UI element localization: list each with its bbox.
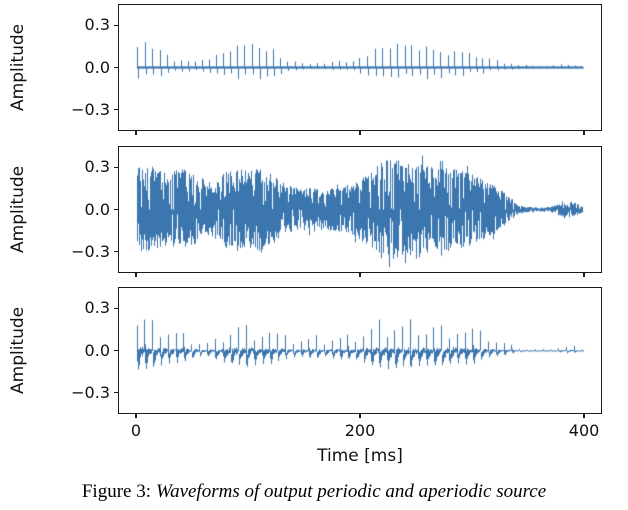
plot-area (118, 4, 602, 131)
y-tick-mark (114, 251, 118, 253)
x-tick-label: 0 (130, 421, 142, 440)
y-tick-mark (114, 392, 118, 394)
x-tick-mark (583, 131, 585, 135)
x-tick-mark (135, 273, 137, 277)
y-tick-mark (114, 208, 118, 211)
x-axis-label: Time [ms] (317, 446, 403, 466)
y-tick-label: 0.0 (84, 199, 110, 219)
figure-caption: Figure 3: Waveforms of output periodic an… (0, 481, 628, 503)
y-axis-label: Amplitude (8, 306, 28, 395)
plot-area (118, 287, 602, 414)
y-tick-mark (114, 66, 118, 69)
caption-text: Waveforms of output periodic and aperiod… (155, 481, 547, 502)
y-axis-label: Amplitude (8, 165, 28, 254)
subplot-pulse-train: Amplitude 0.3 0.0 −0.3 (0, 4, 628, 135)
subplot-periodic: Amplitude 0.3 0.0 −0.3 (0, 287, 628, 418)
x-tick-mark (359, 273, 361, 277)
y-tick-mark (114, 349, 118, 352)
waveform-canvas-1 (119, 5, 601, 130)
plot-area (118, 146, 602, 273)
y-tick-label: 0.0 (84, 340, 110, 360)
caption-prefix: Figure 3: (81, 481, 151, 502)
x-tick-mark (135, 131, 137, 135)
waveform-canvas-2 (119, 147, 601, 272)
x-tick-mark (359, 131, 361, 135)
x-tick-labels: 0 200 400 (118, 422, 602, 442)
y-tick-mark (114, 166, 118, 168)
x-tick-mark (359, 414, 361, 418)
y-tick-label: 0.0 (84, 57, 110, 77)
x-tick-mark (135, 414, 137, 418)
waveform-canvas-3 (119, 288, 601, 413)
x-tick-mark (583, 273, 585, 277)
y-tick-label: −0.3 (71, 99, 110, 119)
y-axis-label: Amplitude (8, 23, 28, 112)
y-tick-label: 0.3 (84, 298, 110, 318)
y-tick-label: 0.3 (84, 15, 110, 35)
y-tick-label: −0.3 (71, 241, 110, 261)
x-tick-label: 400 (568, 421, 600, 440)
x-tick-label: 200 (344, 421, 376, 440)
y-tick-mark (114, 307, 118, 309)
y-tick-mark (114, 109, 118, 111)
y-tick-label: 0.3 (84, 157, 110, 177)
subplot-noise: Amplitude 0.3 0.0 −0.3 (0, 146, 628, 277)
y-tick-mark (114, 24, 118, 26)
x-tick-mark (583, 414, 585, 418)
y-tick-label: −0.3 (71, 382, 110, 402)
